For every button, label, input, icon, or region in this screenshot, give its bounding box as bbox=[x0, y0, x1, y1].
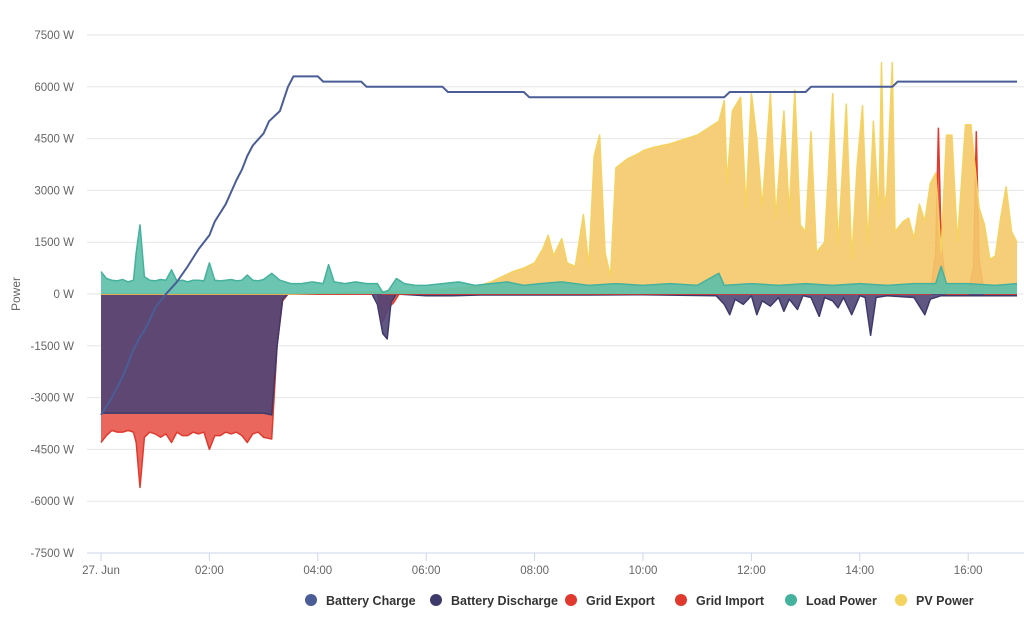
series-layer bbox=[100, 61, 1018, 489]
load-power-area bbox=[101, 224, 1017, 294]
y-tick-label: 3000 W bbox=[34, 185, 74, 197]
y-tick-label: -1500 W bbox=[31, 341, 75, 353]
legend-marker bbox=[565, 594, 577, 606]
legend-label: PV Power bbox=[916, 594, 974, 608]
x-tick-label: 27. Jun bbox=[82, 565, 120, 577]
legend-marker bbox=[785, 594, 797, 606]
legend-item-pv-power[interactable]: PV Power bbox=[895, 594, 974, 608]
legend-item-load-power[interactable]: Load Power bbox=[785, 594, 877, 608]
x-tick-label: 02:00 bbox=[195, 565, 224, 577]
legend-item-grid-import[interactable]: Grid Import bbox=[675, 594, 765, 608]
x-tick-label: 16:00 bbox=[954, 565, 983, 577]
legend-marker bbox=[430, 594, 442, 606]
legend-item-grid-export[interactable]: Grid Export bbox=[565, 594, 656, 608]
battery-charge-line bbox=[100, 75, 1017, 416]
x-tick-label: 08:00 bbox=[520, 565, 549, 577]
legend-label: Grid Export bbox=[586, 594, 656, 608]
y-tick-label: 7500 W bbox=[34, 30, 74, 42]
x-tick-label: 12:00 bbox=[737, 565, 766, 577]
y-tick-label: -6000 W bbox=[31, 496, 75, 508]
legend-marker bbox=[675, 594, 687, 606]
legend-label: Battery Discharge bbox=[451, 594, 558, 608]
load-power-line bbox=[100, 224, 1018, 294]
pv-power-line bbox=[101, 61, 1018, 295]
y-tick-label: 4500 W bbox=[34, 134, 74, 146]
legend: Battery Charge Battery Discharge Grid Expo… bbox=[305, 594, 974, 608]
legend-label: Battery Charge bbox=[326, 594, 416, 608]
axes: Power 7500 W 6000 W 4500 W 3000 W 1500 W 0 W -… bbox=[9, 30, 1024, 577]
y-tick-label: -4500 W bbox=[31, 444, 75, 456]
legend-marker bbox=[895, 594, 907, 606]
y-axis-title: Power bbox=[9, 277, 23, 311]
legend-item-battery-discharge[interactable]: Battery Discharge bbox=[430, 594, 558, 608]
y-tick-label: -3000 W bbox=[31, 393, 75, 405]
legend-marker bbox=[305, 594, 317, 606]
pv-power-area bbox=[101, 62, 1017, 294]
battery-discharge-line bbox=[101, 293, 1017, 416]
y-tick-label: 0 W bbox=[54, 289, 75, 301]
y-tick-label: 1500 W bbox=[34, 237, 74, 249]
x-tick-label: 06:00 bbox=[412, 565, 441, 577]
legend-label: Grid Import bbox=[696, 594, 765, 608]
y-tick-label: 6000 W bbox=[34, 82, 74, 94]
battery-discharge-area bbox=[101, 294, 1017, 415]
legend-label: Load Power bbox=[806, 594, 877, 608]
x-tick-label: 04:00 bbox=[303, 565, 332, 577]
y-tick-label: -7500 W bbox=[31, 548, 75, 560]
legend-item-battery-charge[interactable]: Battery Charge bbox=[305, 594, 416, 608]
x-tick-label: 10:00 bbox=[629, 565, 658, 577]
x-tick-label: 14:00 bbox=[845, 565, 874, 577]
series-group bbox=[100, 61, 1018, 489]
